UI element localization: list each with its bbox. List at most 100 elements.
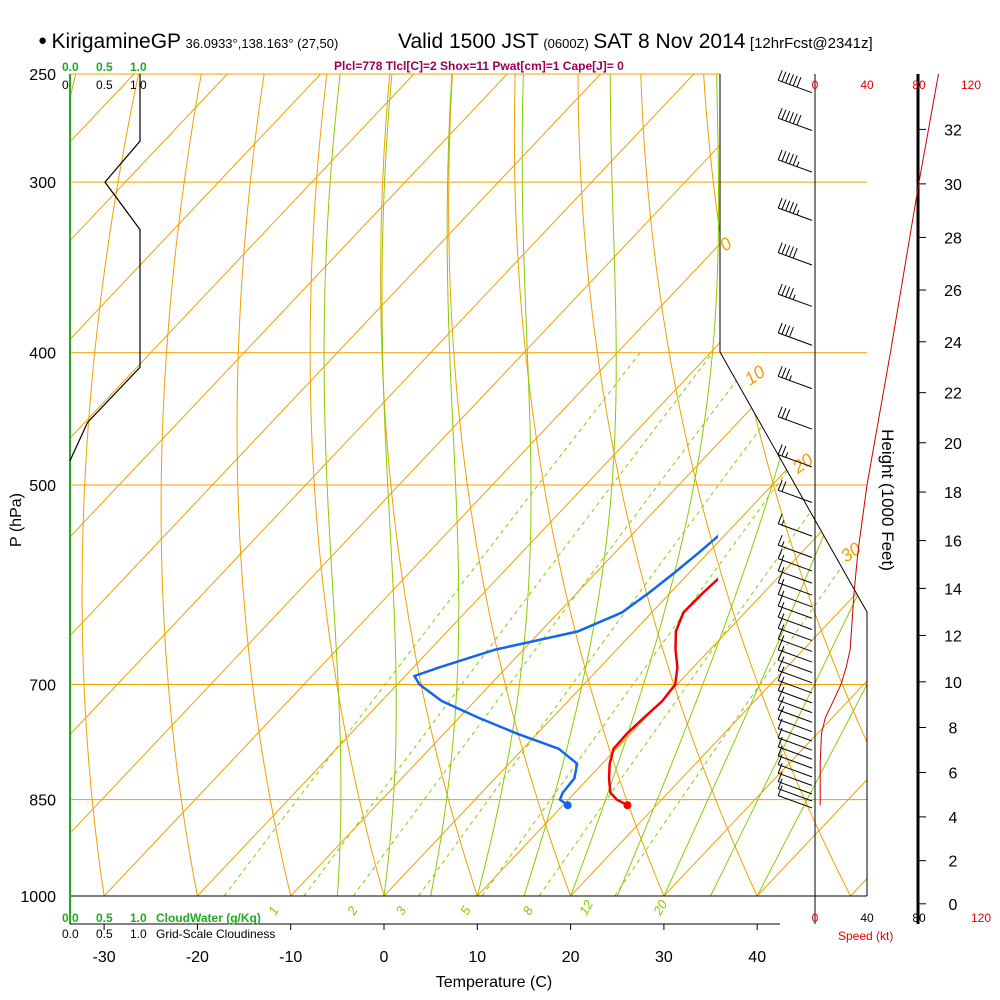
wind-barb-half-feather [781, 554, 785, 561]
wind-barb-staff [778, 605, 813, 619]
surface-temperature-marker [623, 801, 632, 810]
chart-right-border [719, 74, 868, 896]
wind-barb-feather [777, 283, 783, 295]
dry-adiabat-line [380, 74, 478, 896]
wind-barb-feather [777, 534, 783, 546]
station-name: KirigamineGP [51, 30, 182, 53]
wind-barb-feather [777, 754, 783, 765]
wind-barb-staff [778, 649, 813, 663]
cloud-top-tick-green: 0.5 [96, 60, 113, 74]
wind-barb-half-feather [788, 375, 792, 381]
dewpoint-profile [412, 534, 718, 807]
wind-barb [777, 149, 813, 173]
wind-barb-half-feather [796, 161, 800, 167]
cloudiness-tick: 0.5 [96, 927, 113, 941]
wind-barb [777, 754, 813, 778]
height-tick-label: 8 [949, 720, 958, 737]
wind-barb [777, 366, 813, 390]
wind-barb-staff [778, 593, 813, 608]
wind-barb-half-feather [781, 566, 785, 573]
wind-barb-staff [778, 616, 813, 630]
wind-barb-staff [778, 293, 813, 307]
wind-barb-staff [778, 709, 813, 723]
wind-barb-feather [792, 75, 798, 87]
wind-barb-feather [788, 288, 794, 299]
wind-bottom-tick: 120 [971, 911, 991, 925]
height-tick-label: 10 [944, 675, 962, 692]
wind-top-tick: 120 [961, 78, 981, 92]
station-coords: 36.0933°,138.163° (27,50) [185, 36, 339, 51]
cloud-water-label: CloudWater (g/Kg) [156, 911, 261, 925]
height-tick-label: 24 [944, 335, 962, 352]
height-tick-label: 20 [944, 436, 962, 453]
wind-barb-feather [792, 247, 798, 259]
wind-barb-feather [777, 690, 783, 701]
stability-indices: Plcl=778 Tlcl[C]=2 Shox=11 Pwat[cm]=1 Ca… [334, 59, 624, 73]
wind-barb-feather [785, 286, 791, 298]
wind-barb [777, 70, 813, 94]
wind-barb [777, 628, 813, 652]
height-axis-label: Height (1000 Feet) [878, 429, 897, 571]
wind-barb-staff [778, 669, 813, 684]
wind-barb-feather [777, 628, 783, 640]
temperature-tick-label: -30 [93, 949, 116, 966]
wind-barb-feather [777, 149, 783, 160]
mixing-ratio-line [223, 352, 641, 896]
moist-adiabat-line [476, 74, 532, 896]
dry-adiabat-line [448, 74, 572, 896]
wind-barb-feather [777, 785, 783, 796]
wind-barb-staff [778, 544, 813, 558]
pressure-tick-label: 700 [29, 678, 56, 695]
wind-barb-feather [777, 406, 783, 417]
wind-barb-feather [788, 326, 794, 338]
wind-barb [777, 595, 813, 619]
wind-barb-staff [778, 795, 813, 809]
height-tick-label: 6 [949, 766, 958, 783]
mixing-ratio-label: 1 [265, 904, 282, 918]
wind-barb-feather [777, 107, 783, 119]
wind-barb-feather [781, 407, 787, 419]
wind-barb [777, 572, 813, 596]
wind-barb-staff [778, 699, 813, 714]
pressure-tick-label: 250 [29, 67, 56, 84]
wind-barb-staff [778, 570, 813, 584]
wind-barb [777, 785, 813, 809]
wind-barb-feather [777, 584, 783, 595]
wind-barb-staff [778, 772, 813, 786]
wind-barb-feather [788, 74, 794, 85]
mixing-ratio-line [418, 352, 817, 896]
temperature-profile [607, 577, 718, 807]
dry-adiabat-line [640, 74, 851, 896]
mixing-ratio-label: 12 [576, 897, 597, 918]
wind-bottom-tick: 40 [860, 911, 874, 925]
wind-barb-half-feather [781, 613, 785, 619]
moist-adiabat-line [523, 74, 617, 896]
height-tick-label: 26 [944, 283, 962, 300]
mixing-ratio-label: 20 [650, 897, 671, 919]
temperature-tick-label: -10 [279, 949, 302, 966]
dry-adiabat-line [513, 74, 665, 896]
wind-top-tick: 0 [812, 78, 819, 92]
pressure-tick-label: 850 [29, 793, 56, 810]
height-tick-label: 16 [944, 534, 962, 551]
wind-barb [777, 548, 813, 572]
wind-barb-feather [788, 112, 794, 123]
wind-barb-feather [777, 762, 783, 774]
wind-barb-half-feather [781, 635, 785, 641]
isotherm-line [663, 74, 867, 896]
dry-adiabat-line [577, 74, 758, 896]
wind-barb-staff [778, 728, 813, 742]
wind-barb-feather [777, 479, 783, 491]
wind-barb-staff [778, 718, 813, 733]
wind-barb [777, 584, 813, 608]
wind-barb-feather [788, 246, 794, 257]
x-axis-label: Temperature (C) [436, 974, 552, 991]
cloud-bottom-tick-green: 0.5 [96, 911, 113, 925]
title-line: ● KirigamineGP 36.0933°,138.163° (27,50) [38, 30, 338, 54]
wind-barb-feather [785, 368, 791, 380]
wind-barb-feather [785, 200, 791, 211]
wind-barb [777, 709, 813, 733]
wind-barb-feather [781, 367, 787, 378]
wind-barb-feather [777, 572, 783, 583]
cloudiness-tick: 1.0 [130, 927, 147, 941]
